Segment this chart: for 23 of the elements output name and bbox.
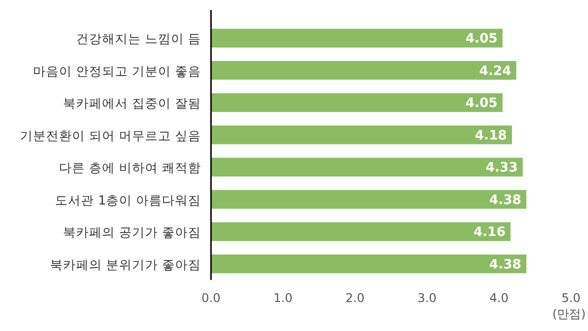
x-tick-label: 4.0 <box>489 291 509 305</box>
y-tick-label: 마음이 안정되고 기분이 좋음 <box>33 63 201 78</box>
y-tick-label: 건강해지는 느낌이 듬 <box>76 31 201 46</box>
data-label: 4.38 <box>489 192 522 208</box>
y-tick-label: 기분전환이 되어 머무르고 싶음 <box>20 128 201 143</box>
x-tick-label: 2.0 <box>345 291 365 305</box>
x-tick-label: 5.0 <box>561 291 581 305</box>
data-label: 4.38 <box>489 257 522 272</box>
data-label: 4.05 <box>466 96 498 112</box>
y-tick-label: 북카페의 분위기가 좋아짐 <box>50 256 201 272</box>
data-label: 4.18 <box>474 128 507 144</box>
x-tick-label: 3.0 <box>417 291 437 305</box>
y-tick-label: 다른 층에 비하여 쾌적함 <box>59 160 201 176</box>
y-tick-label: 북카페의 공기가 좋아짐 <box>63 224 201 240</box>
data-label: 4.16 <box>473 225 506 240</box>
x-tick-label: 1.0 <box>273 291 293 305</box>
data-label: 4.33 <box>486 160 518 176</box>
x-axis-title: (만점) <box>552 307 586 321</box>
data-label: 4.05 <box>466 32 498 47</box>
data-label: 4.24 <box>479 64 512 79</box>
x-tick-label: 0.0 <box>201 291 221 305</box>
y-tick-label: 북카페에서 집중이 잘됨 <box>63 96 201 111</box>
y-tick-label: 도서관 1층이 아름다워짐 <box>55 192 201 208</box>
